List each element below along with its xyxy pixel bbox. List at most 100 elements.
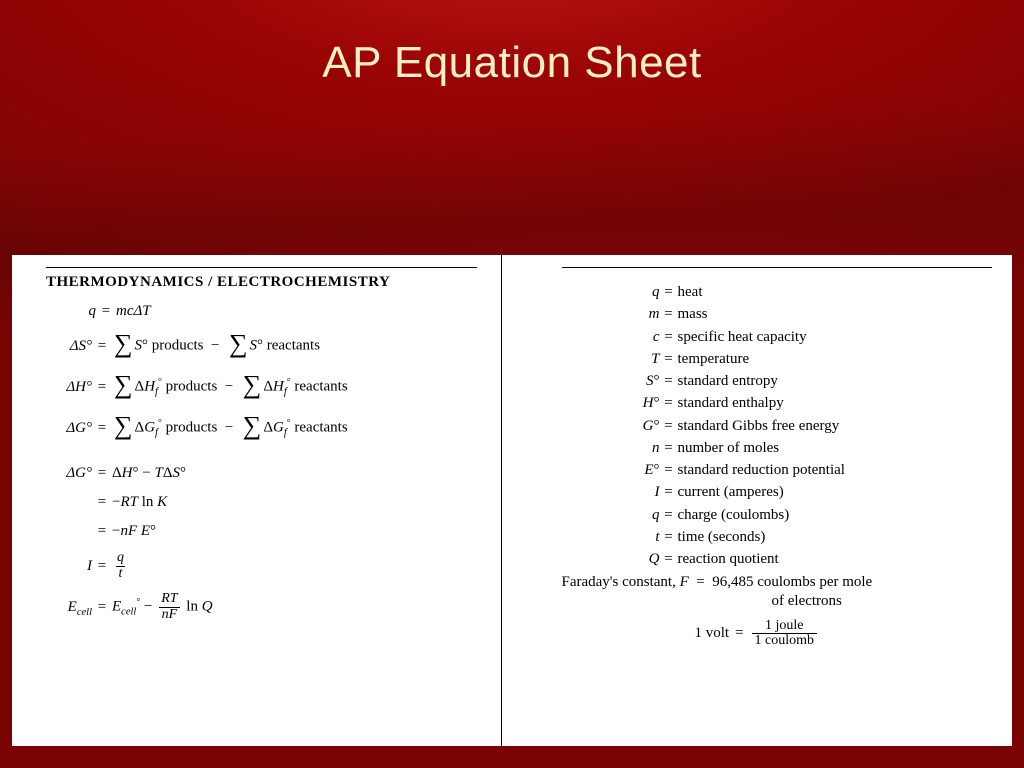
eq-current-num: q <box>117 550 124 565</box>
def-symbol: H° <box>622 393 660 413</box>
def-text: charge (coulombs) <box>678 505 790 525</box>
left-column: THERMODYNAMICS / ELECTROCHEMISTRY q = mc… <box>12 255 502 746</box>
equals: = <box>660 327 678 347</box>
eq-gibbs-expand-rhs1: ΔH° − TΔS° <box>112 465 186 482</box>
eq-current: I = q t <box>46 550 477 582</box>
eq-enthalpy-lhs: ΔH° <box>46 379 92 396</box>
def-text: heat <box>678 282 703 302</box>
eq-gibbs-expand-rhs3: −nF E° <box>112 523 156 540</box>
sigma-icon: ∑ <box>114 376 133 394</box>
eq-gibbs-expand-3: = −nF E° <box>46 521 477 541</box>
def-text: temperature <box>678 349 750 369</box>
eq-nernst-num: RT <box>161 591 177 606</box>
def-symbol: T <box>622 349 660 369</box>
faraday-value-1: 96,485 coulombs per mole <box>712 574 872 590</box>
def-text: time (seconds) <box>678 527 766 547</box>
definition-list: q=heatm=massc=specific heat capacityT=te… <box>622 282 993 569</box>
def-symbol: c <box>622 327 660 347</box>
word-products: products <box>166 378 218 394</box>
eq-gibbs-expand-rhs2: −RT ln K <box>112 494 167 511</box>
equals: = <box>735 625 743 642</box>
spacer <box>46 453 477 463</box>
def-symbol: m <box>622 304 660 324</box>
def-text: specific heat capacity <box>678 327 807 347</box>
word-products: products <box>152 337 204 353</box>
eq-gibbs-lhs: ΔG° <box>46 420 92 437</box>
volt-definition: 1 volt = 1 joule 1 coulomb <box>522 619 993 649</box>
eq-entropy: ΔS° = ∑S° products − ∑S° reactants <box>46 330 477 362</box>
volt-frac: 1 joule 1 coulomb <box>752 619 818 649</box>
volt-num: 1 joule <box>762 619 807 634</box>
top-rule-left <box>46 267 477 268</box>
definition-row: n=number of moles <box>622 438 993 458</box>
eq-heat-rhs: mcΔT <box>116 303 151 320</box>
faraday-constant: Faraday's constant, F = 96,485 coulombs … <box>562 573 993 611</box>
equals: = <box>660 371 678 391</box>
equals: = <box>660 549 678 569</box>
equals: = <box>92 558 112 575</box>
right-column: q=heatm=massc=specific heat capacityT=te… <box>502 255 1013 746</box>
eq-heat-rhs-text: mcΔT <box>116 303 151 319</box>
eq-enthalpy: ΔH° = ∑ΔHf° products − ∑ΔHf° reactants <box>46 371 477 403</box>
def-symbol: E° <box>622 460 660 480</box>
sigma-icon: ∑ <box>114 335 133 353</box>
top-rule-right <box>562 267 993 268</box>
eq-heat: q = mcΔT <box>76 301 477 321</box>
def-text: standard reduction potential <box>678 460 845 480</box>
eq-nernst-frac: RT nF <box>158 592 180 622</box>
word-reactants: reactants <box>267 337 320 353</box>
equation-sheet: THERMODYNAMICS / ELECTROCHEMISTRY q = mc… <box>12 255 1012 746</box>
definition-row: E°=standard reduction potential <box>622 460 993 480</box>
def-symbol: n <box>622 438 660 458</box>
eq-gibbs: ΔG° = ∑ΔGf° products − ∑ΔGf° reactants <box>46 412 477 444</box>
def-text: reaction quotient <box>678 549 779 569</box>
sigma-icon: ∑ <box>243 376 262 394</box>
eq-nernst-lhs: Ecell <box>46 599 92 616</box>
page-title: AP Equation Sheet <box>0 0 1024 88</box>
equals: = <box>96 303 116 320</box>
definition-row: t=time (seconds) <box>622 527 993 547</box>
def-text: mass <box>678 304 708 324</box>
definition-row: c=specific heat capacity <box>622 327 993 347</box>
equals: = <box>92 379 112 396</box>
definition-row: G°=standard Gibbs free energy <box>622 416 993 436</box>
sigma-icon: ∑ <box>229 335 248 353</box>
eq-current-den: t <box>119 566 123 581</box>
equals: = <box>660 282 678 302</box>
def-symbol: G° <box>622 416 660 436</box>
equals: = <box>92 494 112 511</box>
equals: = <box>92 338 112 355</box>
eq-gibbs-expand-lhs: ΔG° <box>46 465 92 482</box>
def-text: standard entropy <box>678 371 778 391</box>
def-symbol: q <box>622 505 660 525</box>
equals: = <box>660 349 678 369</box>
eq-current-frac: q t <box>114 551 127 581</box>
eq-entropy-lhs: ΔS° <box>46 338 92 355</box>
eq-gibbs-expand-1: ΔG° = ΔH° − TΔS° <box>46 463 477 483</box>
volt-lhs: 1 volt <box>694 625 729 642</box>
eq-gibbs-expand-2: = −RT ln K <box>46 492 477 512</box>
eq-nernst-den: nF <box>162 607 178 622</box>
equals: = <box>92 523 112 540</box>
equals: = <box>660 416 678 436</box>
def-symbol: q <box>622 282 660 302</box>
definition-row: q=heat <box>622 282 993 302</box>
sigma-icon: ∑ <box>243 417 262 435</box>
equals: = <box>660 438 678 458</box>
eq-nernst-rhs: Ecell° − RT nF ln Q <box>112 592 213 622</box>
equals: = <box>92 599 112 616</box>
faraday-symbol: F <box>680 574 689 590</box>
def-symbol: t <box>622 527 660 547</box>
definition-row: H°=standard enthalpy <box>622 393 993 413</box>
equals: = <box>92 465 112 482</box>
word-products: products <box>166 419 218 435</box>
equals: = <box>660 393 678 413</box>
def-text: standard Gibbs free energy <box>678 416 840 436</box>
definition-row: T=temperature <box>622 349 993 369</box>
definition-row: q=charge (coulombs) <box>622 505 993 525</box>
def-symbol: I <box>622 482 660 502</box>
def-text: standard enthalpy <box>678 393 784 413</box>
def-text: current (amperes) <box>678 482 784 502</box>
faraday-value-2: of electrons <box>772 592 842 611</box>
def-symbol: Q <box>622 549 660 569</box>
